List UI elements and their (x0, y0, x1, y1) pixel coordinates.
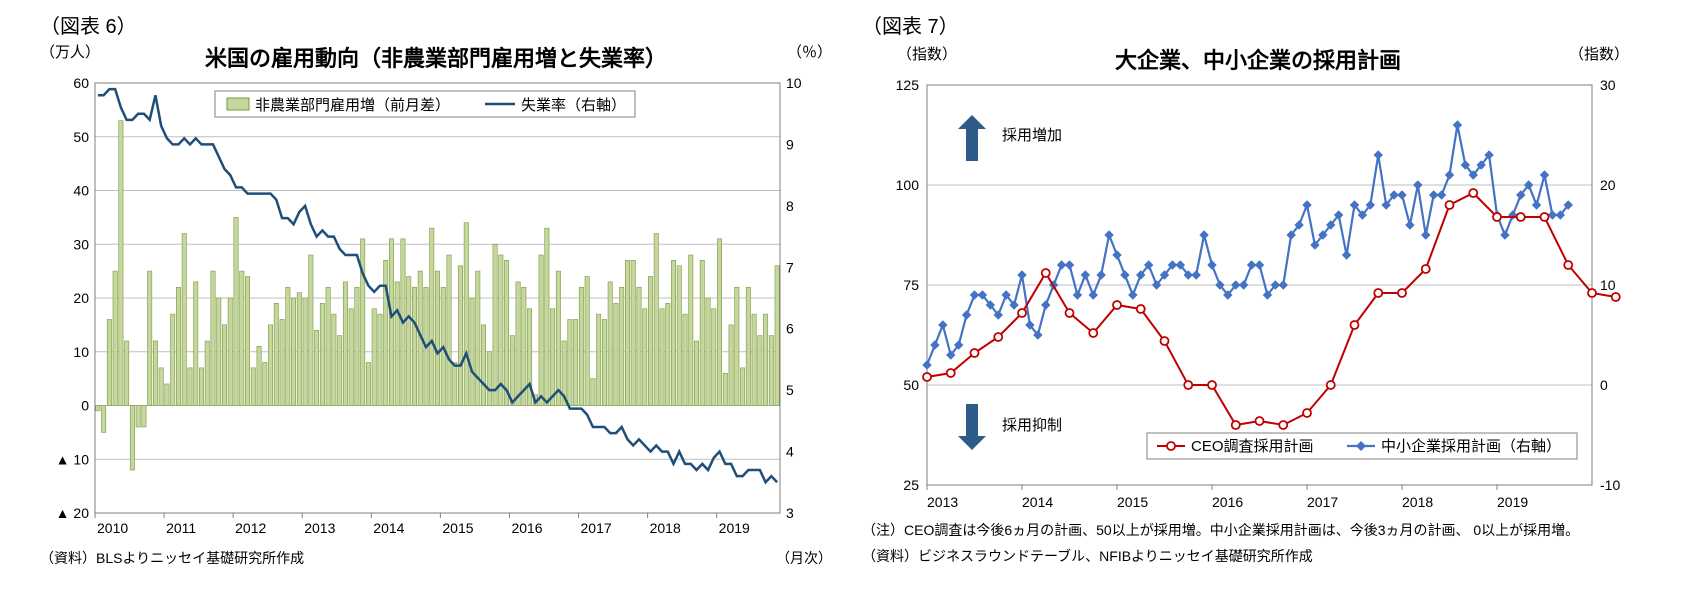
y2-label-7: （指数） (1569, 43, 1629, 64)
svg-text:2018: 2018 (1402, 494, 1433, 510)
chart-title-7: 大企業、中小企業の採用計画 (862, 43, 1654, 75)
svg-text:20: 20 (73, 290, 89, 306)
y2-label-6: （％） (787, 41, 832, 62)
svg-text:2011: 2011 (166, 520, 196, 536)
svg-text:50: 50 (903, 377, 919, 393)
svg-text:8: 8 (786, 198, 794, 214)
svg-text:7: 7 (786, 259, 794, 275)
x-label-6: （月次） (776, 549, 832, 569)
y1-label-7: （指数） (897, 43, 957, 64)
svg-text:125: 125 (896, 77, 920, 93)
svg-text:2013: 2013 (304, 520, 335, 536)
svg-text:5: 5 (786, 382, 794, 398)
source-7: （資料）ビジネスラウンドテーブル、NFIBよりニッセイ基礎研究所作成 (862, 547, 1654, 567)
svg-text:CEO調査採用計画: CEO調査採用計画 (1191, 438, 1314, 455)
svg-text:2016: 2016 (511, 520, 542, 536)
panel-chart-7: （図表 7） （指数） 大企業、中小企業の採用計画 （指数） 255075100… (847, 0, 1694, 601)
svg-text:2012: 2012 (235, 520, 266, 536)
svg-text:4: 4 (786, 444, 794, 460)
svg-text:20: 20 (1600, 177, 1616, 193)
svg-text:2014: 2014 (1022, 494, 1053, 510)
svg-text:▲ 20: ▲ 20 (56, 505, 90, 521)
svg-text:失業率（右軸）: 失業率（右軸） (521, 97, 626, 114)
panel-chart-6: （図表 6） （万人） 米国の雇用動向（非農業部門雇用増と失業率） （％） ▲ … (0, 0, 847, 601)
svg-text:3: 3 (786, 505, 794, 521)
note-7: （注）CEO調査は今後6ヵ月の計画、50以上が採用増。中小企業採用計画は、今後3… (862, 521, 1654, 541)
svg-text:▲ 10: ▲ 10 (56, 451, 90, 467)
svg-text:6: 6 (786, 321, 794, 337)
svg-text:2015: 2015 (1117, 494, 1148, 510)
svg-text:9: 9 (786, 136, 794, 152)
svg-text:60: 60 (73, 75, 89, 91)
y1-label-6: （万人） (40, 41, 100, 62)
chart-6-svg: ▲ 20 ▲ 10 0 10 20 30 40 50 60 3 4 5 6 7 8 9 10 2010 2011 20… (40, 73, 830, 543)
svg-text:30: 30 (1600, 77, 1616, 93)
svg-text:75: 75 (903, 277, 919, 293)
svg-text:10: 10 (1600, 277, 1616, 293)
svg-text:2017: 2017 (581, 520, 612, 536)
svg-text:2015: 2015 (442, 520, 473, 536)
svg-text:2017: 2017 (1307, 494, 1338, 510)
svg-text:25: 25 (903, 477, 919, 493)
svg-text:中小企業採用計画（右軸）: 中小企業採用計画（右軸） (1381, 437, 1561, 455)
svg-text:50: 50 (73, 129, 89, 145)
svg-text:2013: 2013 (927, 494, 958, 510)
chart-title-6: 米国の雇用動向（非農業部門雇用増と失業率） (40, 41, 832, 73)
svg-text:2018: 2018 (650, 520, 681, 536)
svg-text:0: 0 (81, 398, 89, 414)
caption-6: （図表 6） (40, 10, 832, 39)
svg-text:2014: 2014 (373, 520, 404, 536)
svg-text:2019: 2019 (719, 520, 750, 536)
svg-text:30: 30 (73, 236, 89, 252)
svg-text:100: 100 (896, 177, 920, 193)
caption-7: （図表 7） (862, 10, 1654, 39)
svg-text:2010: 2010 (97, 520, 128, 536)
svg-text:40: 40 (73, 183, 89, 199)
source-6: （資料）BLSよりニッセイ基礎研究所作成 (40, 549, 304, 569)
svg-text:採用増加: 採用増加 (1002, 127, 1062, 144)
chart-7-svg: 25 50 75 100 125 -10 0 10 20 30 2013 2014 2015 2016 20… (862, 75, 1652, 515)
svg-text:-10: -10 (1600, 477, 1620, 493)
svg-text:採用抑制: 採用抑制 (1002, 417, 1062, 434)
svg-text:2016: 2016 (1212, 494, 1243, 510)
svg-text:非農業部門雇用増（前月差）: 非農業部門雇用増（前月差） (255, 97, 450, 114)
svg-text:2019: 2019 (1497, 494, 1528, 510)
svg-text:0: 0 (1600, 377, 1608, 393)
svg-text:10: 10 (73, 344, 89, 360)
svg-text:10: 10 (786, 75, 802, 91)
